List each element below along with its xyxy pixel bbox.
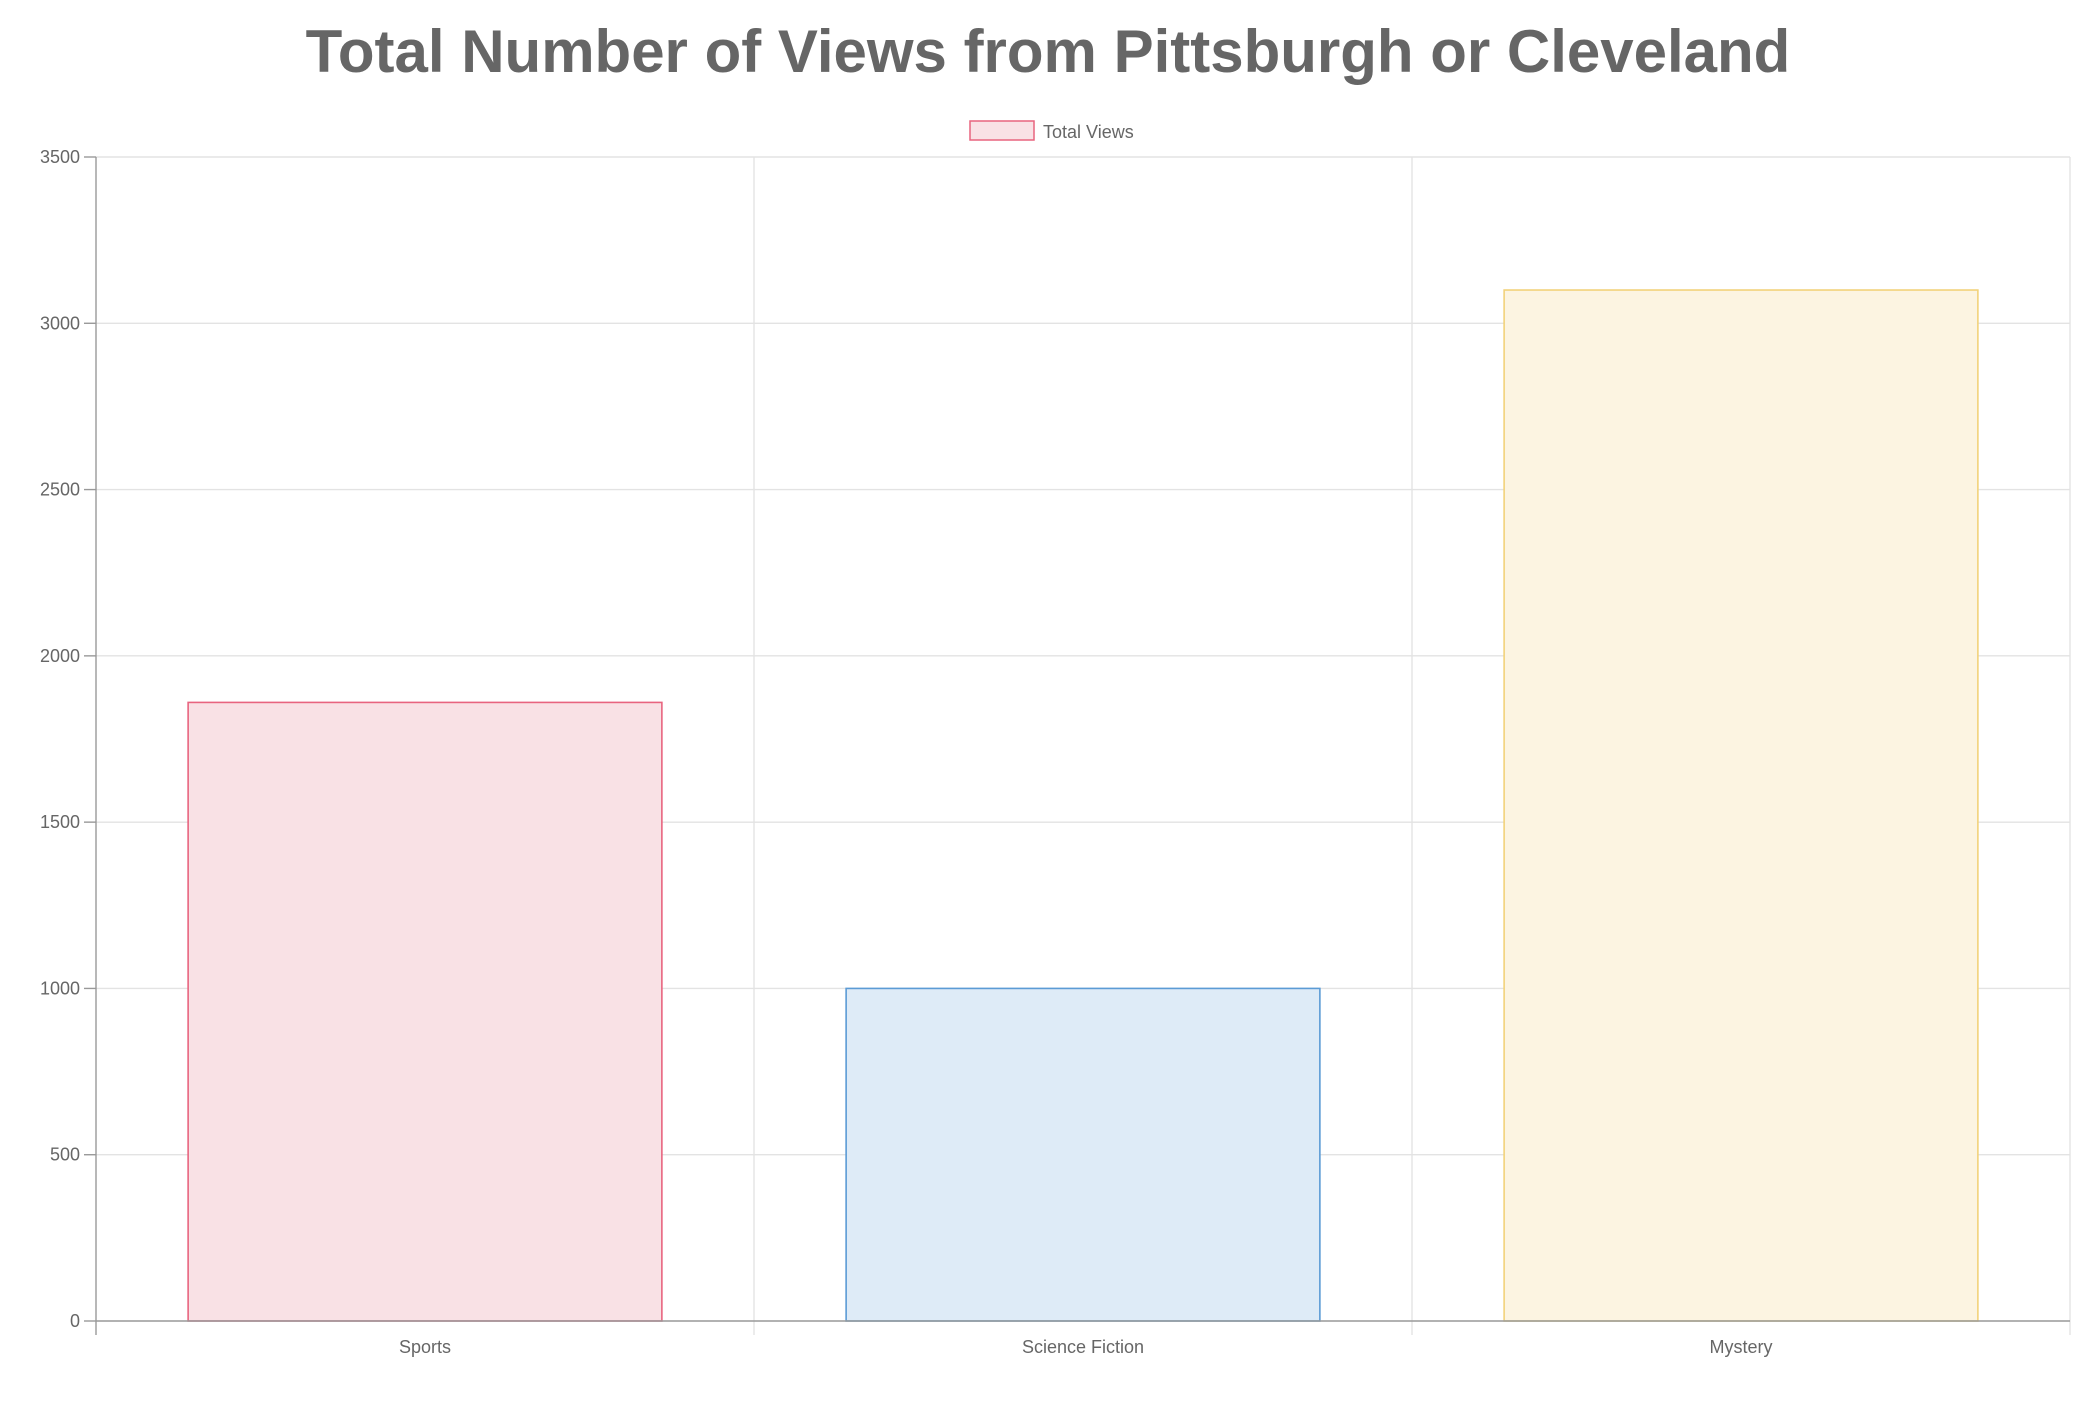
legend-swatch-total-views xyxy=(969,120,1035,141)
x-tick-label: Sports xyxy=(399,1337,451,1357)
bar-mystery[interactable] xyxy=(1503,289,1979,1322)
y-tick-label: 3500 xyxy=(40,147,80,167)
y-tick-label: 0 xyxy=(70,1311,80,1331)
x-tick-label: Science Fiction xyxy=(1022,1337,1144,1357)
legend[interactable]: Total Views xyxy=(969,120,1134,142)
bars xyxy=(187,289,1979,1322)
bar-science-fiction[interactable] xyxy=(845,987,1321,1322)
bar-sports[interactable] xyxy=(187,701,663,1322)
legend-label: Total Views xyxy=(1043,122,1134,142)
y-tick-label: 2500 xyxy=(40,480,80,500)
x-tick-labels: Sports Science Fiction Mystery xyxy=(399,1337,1773,1357)
y-tick-labels: 0 500 1000 1500 2000 2500 3000 3500 xyxy=(40,147,80,1331)
axes xyxy=(84,156,2070,1335)
y-tick-label: 1000 xyxy=(40,978,80,998)
y-tick-label: 500 xyxy=(50,1145,80,1165)
y-tick-label: 2000 xyxy=(40,646,80,666)
chart-title: Total Number of Views from Pittsburgh or… xyxy=(306,18,1791,85)
x-tick-label: Mystery xyxy=(1710,1337,1773,1357)
y-tick-label: 3000 xyxy=(40,313,80,333)
y-tick-label: 1500 xyxy=(40,812,80,832)
